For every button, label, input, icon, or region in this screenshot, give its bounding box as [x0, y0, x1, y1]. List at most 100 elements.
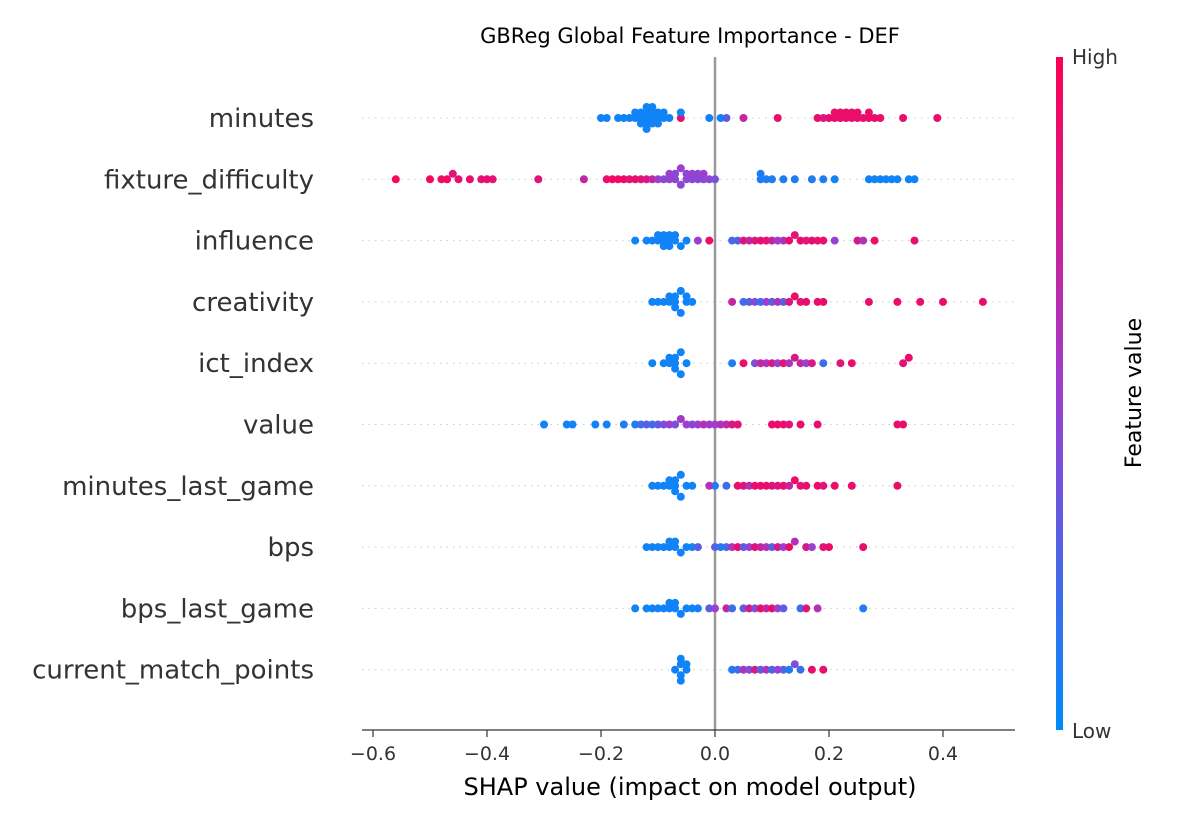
shap-point: [682, 236, 691, 245]
shap-point: [750, 236, 759, 245]
shap-point: [676, 348, 685, 357]
shap-point: [676, 114, 685, 122]
shap-point: [648, 604, 657, 613]
shap-point: [654, 420, 662, 429]
shap-point: [790, 231, 799, 240]
shap-point: [802, 481, 811, 490]
shap-point: [631, 420, 640, 429]
shap-point: [864, 108, 873, 117]
shap-point: [819, 481, 828, 490]
shap-point: [648, 103, 657, 111]
shap-point: [933, 114, 942, 122]
shap-point: [391, 175, 400, 184]
shap-point: [671, 303, 680, 312]
shap-point: [893, 175, 902, 184]
shap-point: [733, 236, 742, 245]
shap-point: [790, 476, 799, 485]
shap-point: [676, 470, 685, 479]
shap-point: [671, 543, 680, 552]
shap-point: [693, 236, 702, 245]
shap-point: [642, 420, 651, 429]
shap-point: [773, 604, 782, 613]
shap-point: [676, 108, 685, 117]
shap-point: [671, 420, 680, 429]
shap-point: [659, 481, 668, 490]
shap-point: [773, 420, 782, 429]
shap-point: [614, 114, 623, 122]
shap-point: [705, 604, 714, 613]
shap-point: [688, 297, 697, 306]
shap-point: [483, 175, 491, 184]
shap-point: [676, 654, 685, 663]
shap-point: [659, 108, 668, 117]
shap-point: [568, 420, 577, 429]
shap-point: [631, 236, 640, 245]
shap-point: [762, 359, 771, 368]
shap-point: [762, 604, 771, 613]
shap-point: [825, 114, 833, 122]
shap-point: [830, 481, 839, 490]
shap-point: [562, 420, 571, 429]
shap-point: [745, 297, 754, 306]
shap-point: [859, 604, 868, 613]
shap-point: [465, 175, 474, 184]
shap-point: [853, 108, 862, 117]
shap-point: [671, 537, 680, 546]
shap-point: [699, 175, 708, 184]
shap-point: [659, 175, 668, 184]
shap-point: [728, 543, 737, 552]
shap-point: [762, 543, 771, 552]
shap-point: [648, 420, 657, 429]
row-guides: [362, 117, 1015, 671]
shap-point: [768, 665, 776, 674]
shap-point: [648, 108, 657, 117]
shap-point: [785, 359, 794, 368]
shap-point: [648, 175, 657, 184]
shap-point: [688, 420, 697, 429]
shap-point: [762, 297, 771, 306]
shap-point: [893, 420, 902, 429]
shap-point: [847, 359, 856, 368]
shap-point: [676, 609, 685, 618]
shap-point: [654, 604, 662, 613]
chart-title: GBReg Global Feature Importance - DEF: [480, 24, 900, 48]
shap-point: [676, 415, 685, 423]
shap-point: [836, 108, 845, 117]
shap-point: [796, 665, 805, 674]
shap-point: [654, 231, 662, 240]
shap-point: [711, 543, 719, 552]
points-layer: [391, 103, 987, 685]
feature-label: influence: [195, 227, 314, 257]
shap-point: [807, 665, 816, 674]
shap-point: [665, 359, 674, 368]
shap-point: [602, 175, 611, 184]
shap-point: [631, 114, 640, 122]
shap-point: [699, 169, 708, 178]
shap-point: [682, 297, 691, 306]
shap-point: [916, 297, 925, 306]
shap-point: [705, 420, 714, 429]
shap-point: [654, 543, 662, 552]
shap-point: [654, 236, 662, 245]
shap-point: [870, 114, 879, 122]
shap-point: [899, 420, 908, 429]
shap-point: [756, 604, 765, 613]
shap-point: [899, 359, 908, 368]
shap-point: [654, 114, 662, 122]
shap-point: [671, 481, 680, 490]
shap-point: [682, 604, 691, 613]
shap-point: [819, 175, 828, 184]
shap-point: [762, 175, 771, 184]
shap-point: [864, 114, 873, 122]
shap-point: [688, 543, 697, 552]
shap-point: [978, 297, 987, 306]
shap-point: [785, 665, 794, 674]
shap-point: [671, 353, 680, 362]
shap-point: [597, 114, 605, 122]
shap-point: [671, 236, 680, 245]
shap-point: [693, 175, 702, 184]
shap-point: [716, 420, 725, 429]
feature-label: bps: [267, 533, 314, 563]
shap-point: [773, 543, 782, 552]
